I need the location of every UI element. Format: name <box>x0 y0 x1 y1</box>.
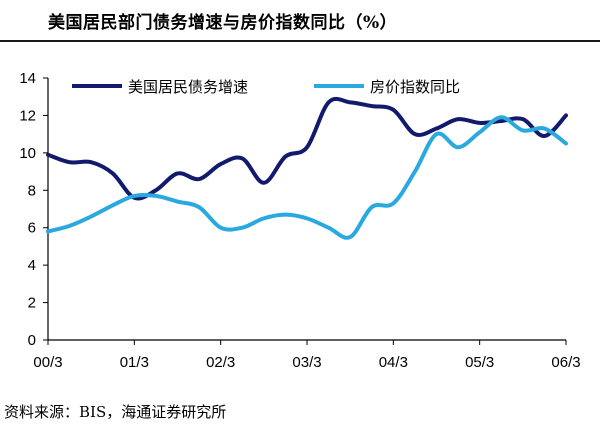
series-line-2 <box>46 115 568 240</box>
y-tick-label: 8 <box>28 182 36 199</box>
y-tick-label: 2 <box>28 295 36 312</box>
legend-label-2: 房价指数同比 <box>370 78 460 96</box>
series-layer <box>46 96 568 240</box>
x-tick-label: 06/3 <box>551 354 580 371</box>
series-line-1 <box>46 96 568 201</box>
x-tick-label: 04/3 <box>379 354 408 371</box>
chart-title: 美国居民部门债务增速与房价指数同比（%） <box>48 13 398 33</box>
x-tick-label: 03/3 <box>292 354 321 371</box>
x-tick-label: 00/3 <box>33 354 62 371</box>
x-tick-label: 02/3 <box>206 354 235 371</box>
y-tick-label: 6 <box>28 220 36 237</box>
y-tick-label: 12 <box>19 107 36 124</box>
y-tick-label: 14 <box>19 70 36 87</box>
y-tick-label: 4 <box>28 257 36 274</box>
chart-axes: 0 2 4 6 8 10 12 14 00/3 01/3 02/3 03/3 04/3 05/3 06/3 <box>19 70 580 371</box>
source-note: 资料来源：BIS，海通证券研究所 <box>4 403 227 421</box>
y-tick-label: 0 <box>28 332 36 349</box>
y-tick-label: 10 <box>19 145 36 162</box>
chart-legend: 美国居民债务增速 房价指数同比 <box>72 78 460 96</box>
x-tick-label: 01/3 <box>120 354 149 371</box>
title-divider <box>0 40 600 42</box>
legend-label-1: 美国居民债务增速 <box>128 78 248 96</box>
x-tick-label: 05/3 <box>465 354 494 371</box>
